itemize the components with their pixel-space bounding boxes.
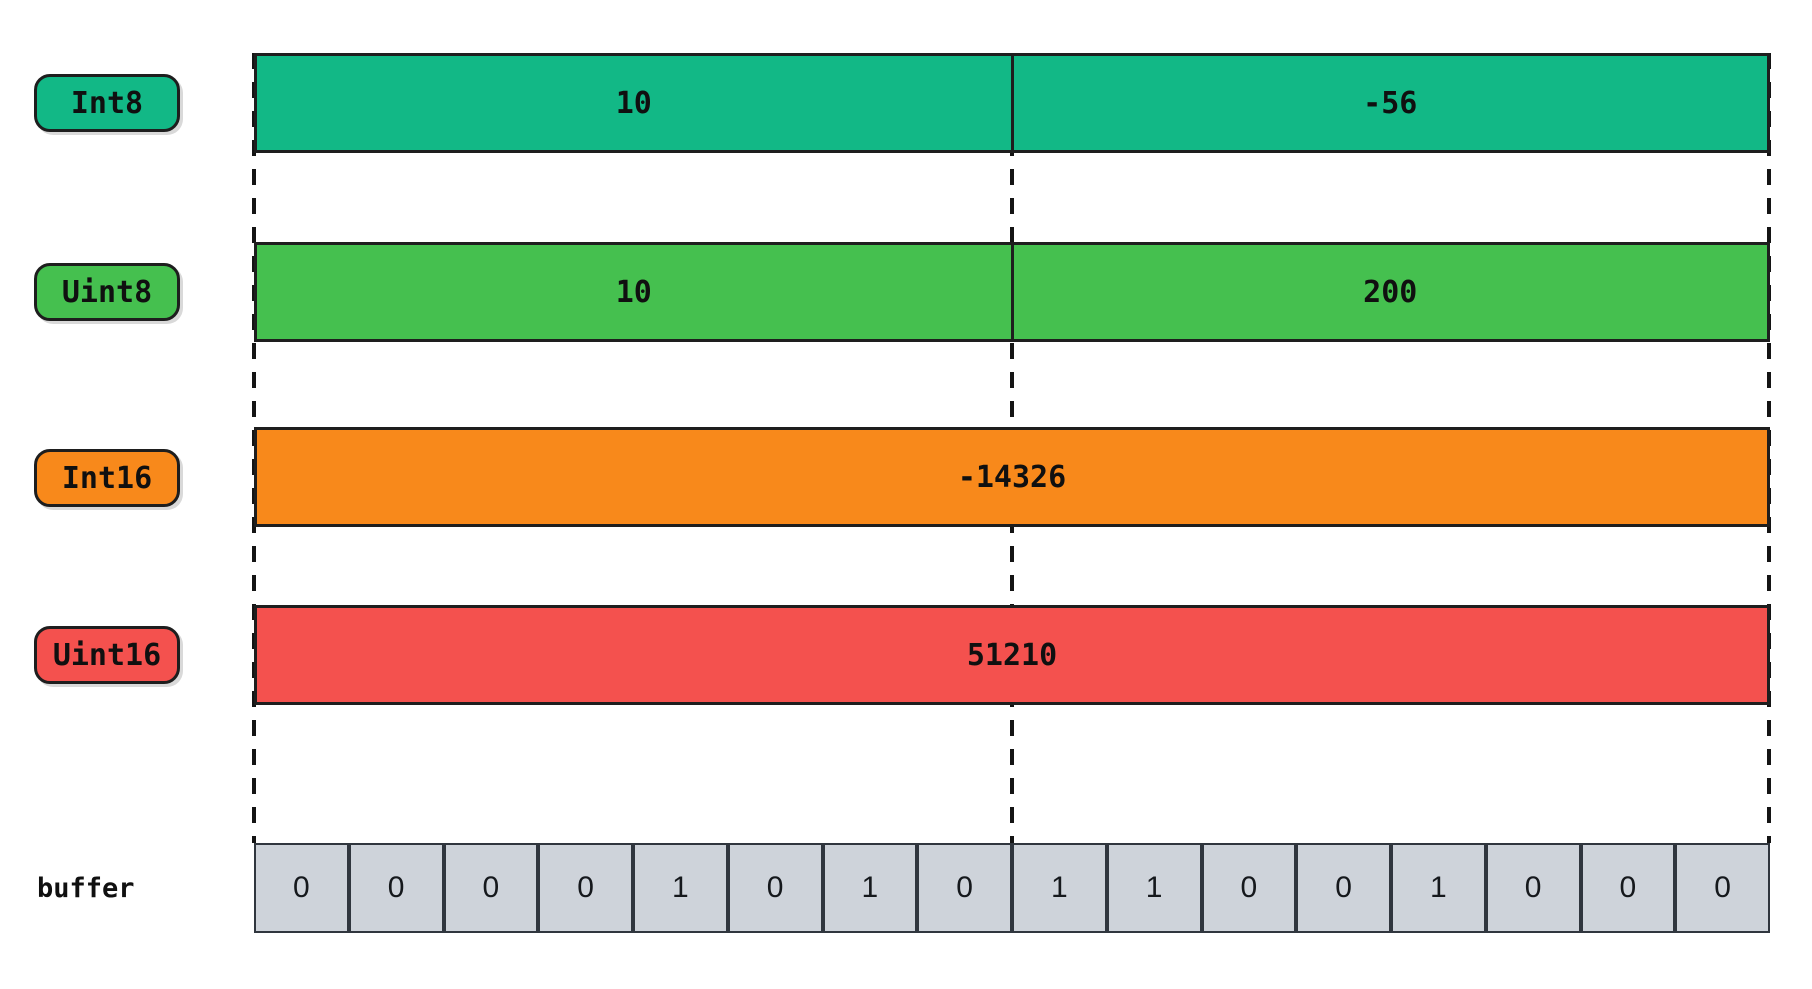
bit-cell-11: 0 <box>1296 843 1391 933</box>
bar-int8-byte1-value: -56 <box>1363 85 1418 121</box>
bit-cell-12: 1 <box>1391 843 1486 933</box>
bar-uint8-byte0: 10 <box>257 245 1011 339</box>
bar-uint16-word0: 51210 <box>257 608 1767 702</box>
bit-cell-1: 0 <box>348 843 444 933</box>
bar-int8-byte0-value: 10 <box>615 85 652 121</box>
bit-cell-2: 0 <box>443 843 539 933</box>
bit-cell-5: 0 <box>727 843 823 933</box>
bar-int16-word0-value: -14326 <box>957 459 1067 495</box>
label-uint16-text: Uint16 <box>52 637 162 673</box>
bar-uint16-word0-value: 51210 <box>966 637 1058 673</box>
bit-cell-0: 0 <box>254 843 349 933</box>
bit-cell-9: 1 <box>1106 843 1202 933</box>
label-uint16: Uint16 <box>34 626 180 684</box>
bar-int8-byte1: -56 <box>1010 56 1768 150</box>
bar-uint8: 10 200 <box>254 242 1770 342</box>
bit-cell-7: 0 <box>917 843 1012 933</box>
label-uint8: Uint8 <box>34 263 180 321</box>
label-int16: Int16 <box>34 449 180 507</box>
bit-cell-10: 0 <box>1201 843 1297 933</box>
bit-cell-8: 1 <box>1012 843 1107 933</box>
bar-uint8-byte0-value: 10 <box>615 274 652 310</box>
buffer-bit-row: 0 0 0 0 1 0 1 0 1 1 0 0 1 0 0 0 <box>254 843 1770 933</box>
label-buffer-text: buffer <box>37 872 135 904</box>
bar-uint16: 51210 <box>254 605 1770 705</box>
bar-int16-word0: -14326 <box>257 430 1767 524</box>
bar-uint8-byte1: 200 <box>1010 245 1768 339</box>
bar-int8: 10 -56 <box>254 53 1770 153</box>
bit-cell-6: 1 <box>822 843 918 933</box>
bit-cell-13: 0 <box>1485 843 1581 933</box>
label-uint8-text: Uint8 <box>61 274 153 310</box>
label-int8: Int8 <box>34 74 180 132</box>
bit-cell-15: 0 <box>1675 843 1770 933</box>
bar-int16: -14326 <box>254 427 1770 527</box>
bit-cell-3: 0 <box>538 843 633 933</box>
bit-cell-14: 0 <box>1580 843 1676 933</box>
bit-cell-4: 1 <box>633 843 728 933</box>
label-buffer: buffer <box>37 843 135 933</box>
bar-int8-byte0: 10 <box>257 56 1011 150</box>
label-int16-text: Int16 <box>61 460 153 496</box>
bar-uint8-byte1-value: 200 <box>1363 274 1418 310</box>
label-int8-text: Int8 <box>70 85 144 121</box>
